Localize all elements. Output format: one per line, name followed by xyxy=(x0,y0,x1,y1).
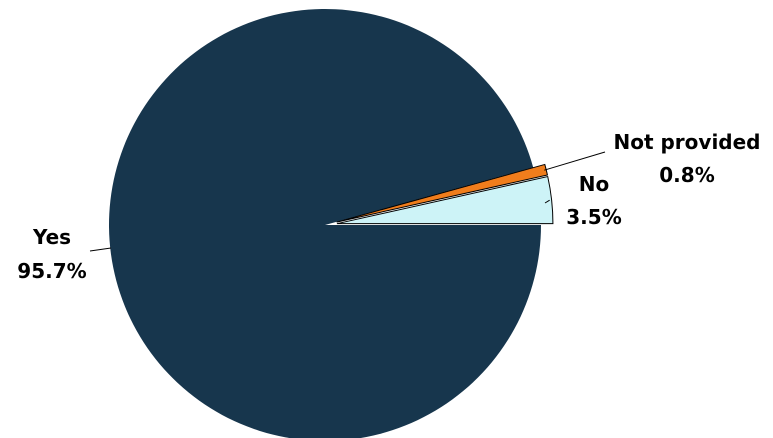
slice-label-no: No xyxy=(579,172,609,196)
slice-label-not-provided: Not provided xyxy=(613,130,760,154)
pie-slices xyxy=(109,9,554,438)
leader-line-not-provided xyxy=(544,151,606,171)
slice-label-yes: Yes xyxy=(32,225,71,249)
leader-line-no xyxy=(544,199,550,204)
leader-lines xyxy=(89,151,606,252)
slice-value-no: 3.5% xyxy=(566,205,621,229)
leader-line-yes xyxy=(89,247,112,252)
pie-slice-yes xyxy=(109,9,541,438)
slice-value-yes: 95.7% xyxy=(17,259,86,283)
pie-slice-no xyxy=(336,175,554,225)
slice-value-not-provided: 0.8% xyxy=(659,163,714,187)
